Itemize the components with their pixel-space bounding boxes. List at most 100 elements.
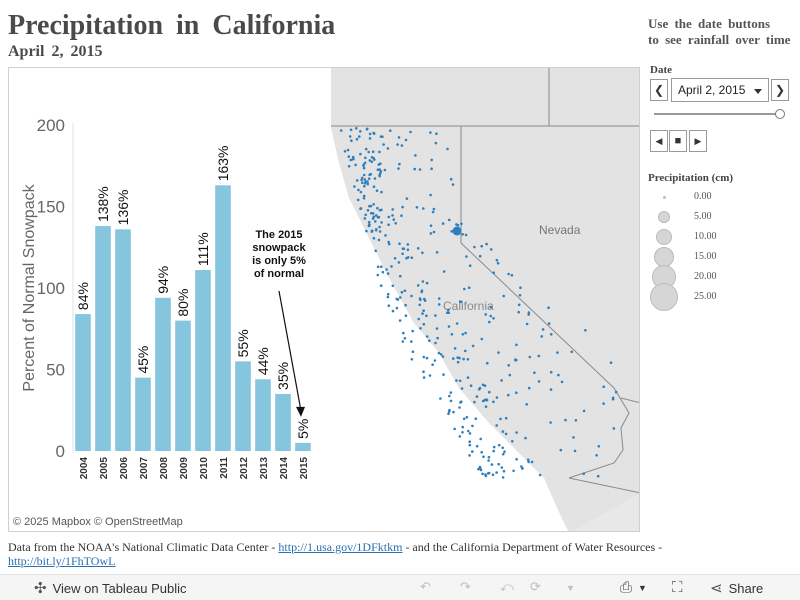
- station-dot[interactable]: [501, 430, 505, 433]
- station-dot[interactable]: [347, 155, 351, 158]
- station-dot[interactable]: [410, 256, 414, 259]
- station-dot[interactable]: [483, 384, 487, 388]
- station-dot[interactable]: [374, 249, 378, 253]
- station-dot[interactable]: [380, 265, 383, 268]
- station-dot[interactable]: [381, 270, 385, 274]
- station-dot[interactable]: [549, 388, 553, 391]
- station-dot[interactable]: [387, 242, 391, 246]
- station-dot[interactable]: [369, 172, 373, 176]
- station-dot[interactable]: [484, 474, 488, 478]
- station-dot[interactable]: [380, 208, 383, 212]
- station-dot[interactable]: [387, 240, 390, 244]
- station-dot[interactable]: [597, 445, 601, 448]
- station-dot[interactable]: [497, 462, 501, 466]
- bar-2011[interactable]: [215, 185, 231, 451]
- station-dot[interactable]: [429, 224, 433, 227]
- station-dot[interactable]: [425, 335, 429, 338]
- station-dot[interactable]: [490, 463, 494, 466]
- bar-2005[interactable]: [95, 226, 111, 451]
- station-dot[interactable]: [614, 390, 618, 394]
- station-dot[interactable]: [397, 261, 401, 264]
- station-dot[interactable]: [391, 214, 394, 217]
- station-dot[interactable]: [502, 452, 505, 456]
- station-dot[interactable]: [391, 309, 395, 313]
- station-dot[interactable]: [379, 135, 383, 138]
- bar-2012[interactable]: [235, 361, 251, 451]
- station-dot[interactable]: [376, 265, 380, 269]
- bar-2015[interactable]: [295, 442, 311, 451]
- station-dot[interactable]: [461, 431, 464, 434]
- station-dot[interactable]: [512, 469, 515, 473]
- station-dot[interactable]: [361, 181, 364, 185]
- station-dot[interactable]: [376, 273, 380, 277]
- station-dot[interactable]: [367, 150, 371, 154]
- station-dot[interactable]: [437, 303, 441, 306]
- station-dot[interactable]: [416, 284, 420, 287]
- station-dot[interactable]: [488, 320, 491, 324]
- station-dot[interactable]: [346, 148, 350, 152]
- station-dot[interactable]: [359, 152, 362, 156]
- revert-button[interactable]: ⤺: [500, 579, 514, 595]
- undo-button[interactable]: ↶: [420, 579, 431, 595]
- station-dot[interactable]: [395, 306, 399, 310]
- station-dot[interactable]: [429, 193, 432, 197]
- station-dot[interactable]: [611, 397, 615, 401]
- next-date-button[interactable]: ❯: [771, 79, 789, 101]
- station-dot[interactable]: [477, 388, 481, 391]
- map-attribution[interactable]: © 2025 Mapbox © OpenStreetMap: [13, 516, 183, 528]
- station-dot[interactable]: [363, 182, 367, 185]
- station-dot[interactable]: [515, 343, 518, 347]
- station-dot[interactable]: [459, 401, 462, 404]
- station-dot[interactable]: [486, 472, 490, 475]
- station-dot[interactable]: [410, 340, 413, 343]
- station-dot[interactable]: [432, 230, 436, 234]
- station-dot[interactable]: [475, 444, 479, 448]
- station-dot[interactable]: [466, 376, 470, 379]
- station-dot[interactable]: [422, 355, 426, 359]
- station-dot-highlight[interactable]: [452, 226, 462, 236]
- station-dot[interactable]: [429, 131, 432, 134]
- station-dot[interactable]: [447, 412, 450, 416]
- station-dot[interactable]: [365, 127, 369, 131]
- station-dot[interactable]: [362, 194, 366, 198]
- bar-2010[interactable]: [195, 270, 211, 451]
- station-dot[interactable]: [372, 237, 376, 240]
- station-dot[interactable]: [495, 396, 499, 399]
- station-dot[interactable]: [365, 229, 368, 233]
- station-dot[interactable]: [480, 244, 484, 248]
- station-dot[interactable]: [401, 247, 405, 250]
- station-dot[interactable]: [521, 467, 524, 470]
- station-dot[interactable]: [404, 138, 408, 142]
- station-dot[interactable]: [368, 137, 372, 140]
- station-dot[interactable]: [367, 220, 371, 224]
- station-dot[interactable]: [367, 224, 371, 227]
- station-dot[interactable]: [410, 294, 413, 298]
- station-dot[interactable]: [527, 311, 531, 314]
- station-dot[interactable]: [473, 400, 476, 404]
- station-dot[interactable]: [386, 272, 390, 275]
- station-dot[interactable]: [564, 418, 567, 422]
- station-dot[interactable]: [547, 322, 551, 325]
- station-dot[interactable]: [474, 417, 478, 421]
- station-dot[interactable]: [380, 221, 383, 224]
- download-button[interactable]: ⎙ ▼: [620, 579, 647, 596]
- bar-2013[interactable]: [255, 379, 271, 451]
- station-dot[interactable]: [507, 364, 511, 367]
- station-dot[interactable]: [387, 215, 391, 219]
- station-dot[interactable]: [430, 167, 433, 170]
- fullscreen-button[interactable]: ⛶: [672, 579, 683, 596]
- station-dot[interactable]: [450, 333, 454, 336]
- station-dot[interactable]: [609, 361, 613, 365]
- station-dot[interactable]: [467, 429, 470, 433]
- station-dot[interactable]: [431, 363, 434, 367]
- station-dot[interactable]: [538, 473, 542, 477]
- station-dot[interactable]: [432, 207, 436, 211]
- date-slider-track[interactable]: [654, 113, 780, 115]
- station-dot[interactable]: [373, 177, 377, 180]
- station-dot[interactable]: [479, 467, 482, 470]
- station-dot[interactable]: [495, 258, 499, 262]
- bar-2009[interactable]: [175, 320, 191, 451]
- station-dot[interactable]: [379, 284, 383, 287]
- station-dot[interactable]: [489, 314, 493, 318]
- station-dot[interactable]: [425, 314, 428, 318]
